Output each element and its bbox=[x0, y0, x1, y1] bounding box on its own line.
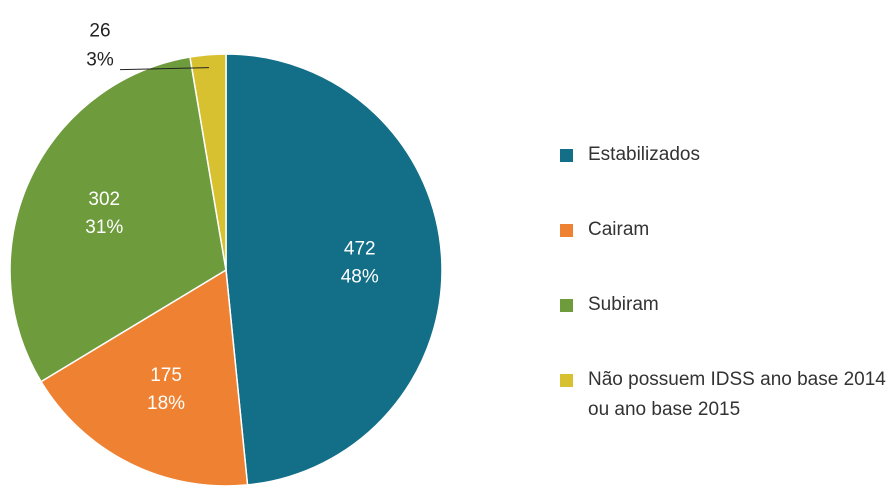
data-label: 302 bbox=[88, 189, 120, 210]
legend-swatch bbox=[560, 224, 573, 237]
legend-item: Não possuem IDSS ano base 2014 ou ano ba… bbox=[560, 365, 890, 440]
pie-slice bbox=[225, 53, 443, 486]
data-label: 26 bbox=[89, 21, 110, 42]
legend: Estabilizados Cairam Subiram Não possuem ID… bbox=[560, 140, 890, 440]
legend-label: Subiram bbox=[588, 294, 659, 315]
data-label: 48% bbox=[341, 266, 379, 287]
pie-slice bbox=[189, 53, 227, 271]
legend-item: Estabilizados bbox=[560, 140, 890, 215]
data-label: 18% bbox=[147, 393, 185, 414]
leader-line bbox=[119, 67, 210, 71]
pie-slice bbox=[40, 268, 249, 487]
legend-swatch bbox=[560, 374, 573, 387]
legend-item: Cairam bbox=[560, 215, 890, 290]
legend-label: Não possuem IDSS ano base 2014 ou ano ba… bbox=[588, 369, 886, 420]
data-label: 3% bbox=[86, 50, 114, 71]
legend-label: Cairam bbox=[588, 219, 650, 240]
data-label: 31% bbox=[85, 217, 123, 238]
legend-item: Subiram bbox=[560, 290, 890, 365]
data-label: 175 bbox=[150, 365, 182, 386]
legend-swatch bbox=[560, 149, 573, 162]
data-label: 472 bbox=[344, 238, 376, 259]
legend-label: Estabilizados bbox=[588, 144, 700, 165]
legend-swatch bbox=[560, 299, 573, 312]
pie-slice bbox=[9, 56, 227, 383]
